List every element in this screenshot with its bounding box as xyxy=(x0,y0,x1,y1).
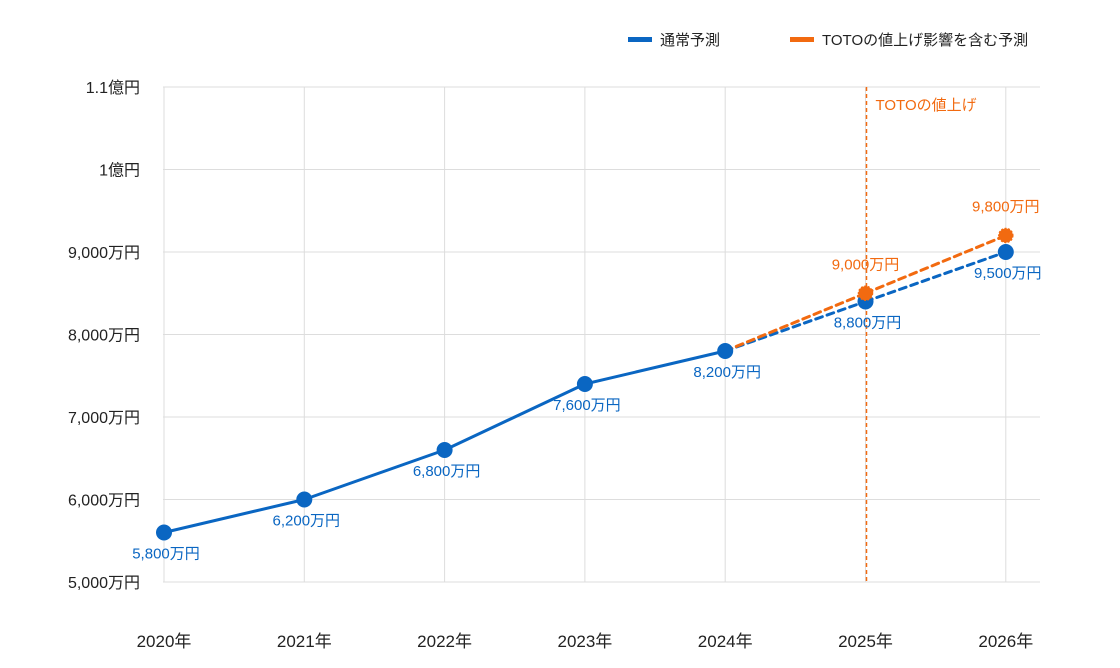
normal-forecast-point xyxy=(717,343,734,359)
legend: 通常予測 TOTOの値上げ影響を含む予測 xyxy=(628,31,1028,49)
normal-forecast-label: 8,800万円 xyxy=(834,315,902,332)
toto-forecast-point xyxy=(998,227,1014,244)
normal-forecast-segment xyxy=(864,250,1008,303)
y-tick-label: 9,000万円 xyxy=(68,245,140,262)
series-markers xyxy=(156,227,1014,541)
grid-lines xyxy=(163,86,1040,583)
x-tick-label: 2020年 xyxy=(137,632,192,651)
y-tick-label: 8,000万円 xyxy=(68,328,140,345)
normal-forecast-label: 6,200万円 xyxy=(273,513,341,530)
normal-forecast-segment xyxy=(162,498,306,534)
toto-forecast-segment xyxy=(723,291,867,353)
toto-forecast-label: 9,800万円 xyxy=(972,199,1040,216)
y-tick-label: 1億円 xyxy=(99,162,140,180)
series-lines xyxy=(162,234,1008,534)
normal-forecast-point xyxy=(436,442,453,458)
x-tick-label: 2026年 xyxy=(978,632,1033,651)
normal-forecast-label: 5,800万円 xyxy=(132,546,200,563)
legend-swatch-normal xyxy=(628,37,652,42)
y-axis: 5,000万円 6,000万円 7,000万円 8,000万円 9,000万円 1億円 1.… xyxy=(68,79,140,592)
toto-forecast-segment xyxy=(864,234,1008,295)
y-tick-label: 5,000万円 xyxy=(68,575,140,592)
x-axis: 2020年 2021年 2022年 2023年 2024年 2025年 2026年 xyxy=(137,632,1034,651)
toto-forecast-point xyxy=(857,285,874,301)
x-tick-label: 2025年 xyxy=(838,632,893,651)
normal-forecast-label: 6,800万円 xyxy=(413,463,481,480)
annotation-label: TOTOの値上げ xyxy=(876,97,977,114)
normal-forecast-label: 9,500万円 xyxy=(974,265,1042,282)
normal-forecast-segment xyxy=(302,448,447,501)
y-tick-label: 6,000万円 xyxy=(68,493,140,510)
legend-swatch-toto xyxy=(790,37,814,42)
normal-forecast-segment xyxy=(443,382,587,452)
y-tick-label: 1.1億円 xyxy=(86,79,140,97)
normal-forecast-label: 7,600万円 xyxy=(553,397,621,414)
normal-forecast-point xyxy=(156,524,172,541)
legend-label-toto: TOTOの値上げ影響を含む予測 xyxy=(822,31,1028,49)
x-tick-label: 2021年 xyxy=(277,632,332,651)
normal-forecast-point xyxy=(296,491,313,508)
normal-forecast-label: 8,200万円 xyxy=(693,364,761,381)
annotations: TOTOの値上げ xyxy=(865,87,977,582)
legend-label-normal: 通常予測 xyxy=(660,32,720,49)
x-tick-label: 2022年 xyxy=(417,632,472,651)
x-tick-label: 2024年 xyxy=(698,632,753,651)
normal-forecast-point xyxy=(997,244,1014,260)
x-tick-label: 2023年 xyxy=(557,632,612,651)
data-labels: 5,800万円 6,200万円 6,800万円 7,600万円 8,200万円 8,800… xyxy=(132,199,1041,563)
y-tick-label: 7,000万円 xyxy=(68,410,140,427)
normal-forecast-point xyxy=(576,376,593,392)
normal-forecast-segment xyxy=(583,349,727,386)
toto-forecast-label: 9,000万円 xyxy=(832,256,900,273)
